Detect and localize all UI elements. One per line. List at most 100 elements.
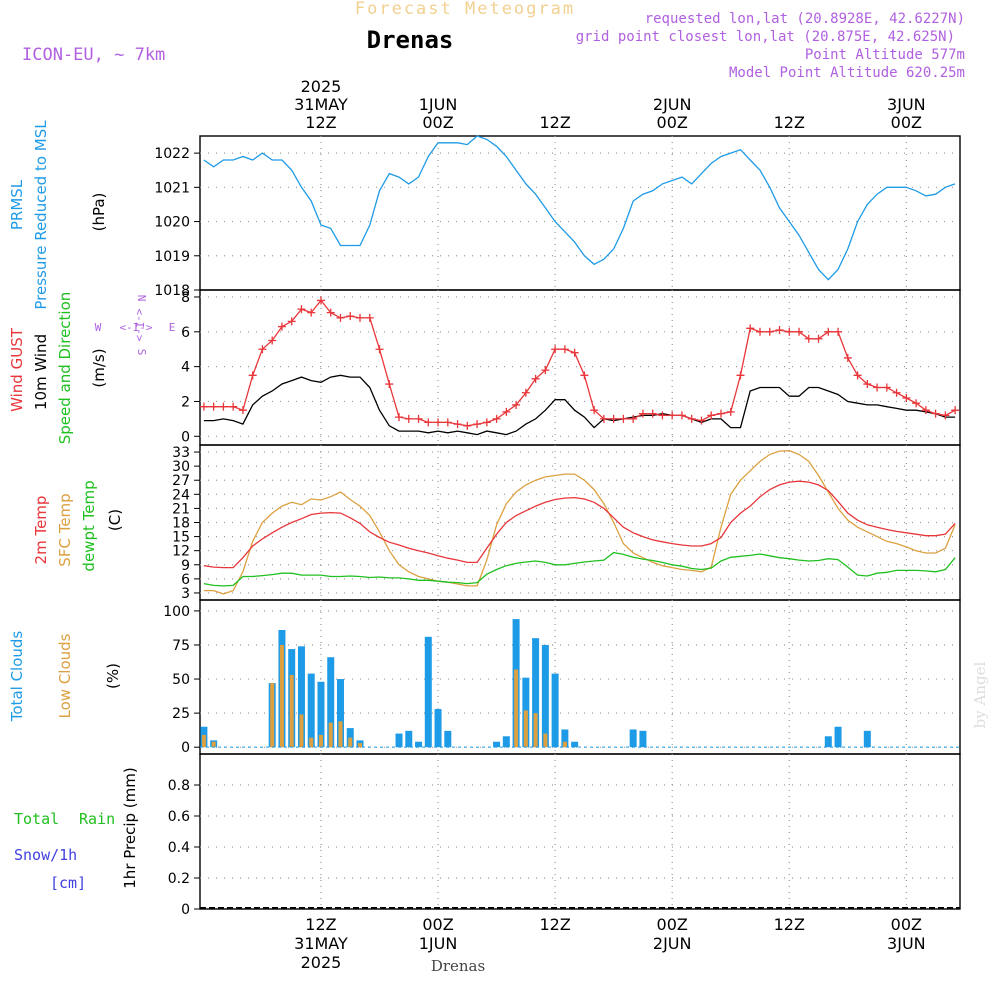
total-clouds-bar <box>863 730 871 748</box>
top-time-label: 3JUN <box>887 95 926 114</box>
gust-marker <box>297 305 306 314</box>
precip-panel: 0 0.2 0.4 0.6 0.8 <box>168 753 961 918</box>
snow-unit-label: [cm] <box>50 874 86 892</box>
snow-label: Snow/1h <box>14 846 77 864</box>
dewpt-line <box>203 551 956 587</box>
point-altitude: Point Altitude 577m <box>805 47 965 63</box>
total-clouds-bar <box>493 741 501 748</box>
pressure-unit-label: (hPa) <box>90 193 108 232</box>
gust-marker <box>541 366 550 375</box>
gust-marker <box>521 388 530 397</box>
gust-marker <box>716 409 725 418</box>
total-clouds-bar <box>434 709 442 748</box>
y-tick-label: 9 <box>181 558 190 574</box>
gust-marker <box>590 406 599 415</box>
y-tick-label: 1022 <box>154 146 190 162</box>
bottom-time-label: 31MAY <box>294 934 348 953</box>
sfc-temp-line <box>203 449 956 595</box>
compass-arrow-h: <-I-> <box>119 321 152 334</box>
low-clouds-bar <box>348 737 353 748</box>
y-tick-label: 24 <box>172 487 190 503</box>
bottom-time-label: 12Z <box>774 915 805 934</box>
panel-frame <box>199 444 961 601</box>
gust-marker <box>551 345 560 354</box>
gust-marker <box>804 334 813 343</box>
low-clouds-label: Low Clouds <box>56 633 74 718</box>
gust-label: Wind GUST <box>8 327 26 412</box>
gust-marker <box>395 413 404 422</box>
low-clouds-bar <box>318 734 323 748</box>
gust-marker <box>951 406 960 415</box>
gust-marker <box>834 327 843 336</box>
low-clouds-bar <box>523 710 528 748</box>
low-clouds-bar <box>279 644 284 748</box>
gust-marker <box>775 326 784 335</box>
y-tick-label: 50 <box>172 672 190 688</box>
gust-marker <box>941 411 950 420</box>
low-clouds-bar <box>514 669 519 748</box>
low-clouds-bar <box>338 721 343 748</box>
y-tick-label: 4 <box>181 360 190 376</box>
gust-marker <box>365 313 374 322</box>
gust-marker <box>599 414 608 423</box>
gridpoint-coords: grid point closest lon,lat (20.875E, 42.… <box>576 29 955 45</box>
low-clouds-bar <box>543 733 548 748</box>
bottom-time-label: 2025 <box>301 953 342 972</box>
gust-marker <box>668 411 677 420</box>
gust-marker <box>921 406 930 415</box>
total-clouds-bar <box>561 729 569 748</box>
total-clouds-bar <box>297 646 305 748</box>
compass-e: E <box>169 321 176 334</box>
top-time-label: 2025 <box>301 77 342 96</box>
low-clouds-bar <box>289 674 294 748</box>
bottom-time-label: 00Z <box>657 915 688 934</box>
y-tick-label: 30 <box>172 459 190 475</box>
compass-w: W <box>95 321 102 334</box>
top-time-label: 31MAY <box>294 95 348 114</box>
top-time-label: 12Z <box>539 113 570 132</box>
model-altitude: Model Point Altitude 620.25m <box>729 65 965 81</box>
gust-marker <box>746 324 755 333</box>
gust-marker <box>824 327 833 336</box>
gust-line <box>203 299 956 427</box>
top-time-label: 12Z <box>774 113 805 132</box>
low-clouds-bar <box>328 722 333 748</box>
gust-marker <box>707 411 716 420</box>
panel-frame <box>199 753 961 910</box>
gust-marker <box>785 327 794 336</box>
gust-marker <box>873 383 882 392</box>
gust-marker <box>687 414 696 423</box>
y-tick-label: 18 <box>172 516 190 532</box>
y-tick-label: 1020 <box>154 215 190 231</box>
total-clouds-bar <box>532 638 540 748</box>
gust-marker <box>277 322 286 331</box>
gust-marker <box>229 402 238 411</box>
y-tick-label: 1021 <box>154 180 190 196</box>
gust-marker <box>853 371 862 380</box>
total-clouds-bar <box>424 636 432 748</box>
precip-unit-label: 1hr Precip (mm) <box>121 767 139 888</box>
low-clouds-bar <box>533 713 538 748</box>
low-clouds-bar <box>562 741 567 748</box>
total-clouds-bar <box>395 733 403 748</box>
pressure-line <box>203 135 956 281</box>
gust-marker <box>492 414 501 423</box>
y-tick-label: 100 <box>163 604 190 620</box>
rain-label: Rain <box>79 810 115 828</box>
gust-marker <box>346 312 355 321</box>
y-tick-label: 3 <box>181 586 190 602</box>
gust-marker <box>375 345 384 354</box>
pressure-desc-label: Pressure Reduced to MSL <box>32 120 50 310</box>
gust-marker <box>443 418 452 427</box>
y-tick-label: 1018 <box>154 283 190 299</box>
gust-marker <box>677 411 686 420</box>
bottom-time-label: 12Z <box>539 915 570 934</box>
top-time-label: 00Z <box>891 113 922 132</box>
gust-marker <box>765 327 774 336</box>
y-tick-label: 6 <box>181 325 190 341</box>
gust-marker <box>863 380 872 389</box>
gust-marker <box>258 345 267 354</box>
y-tick-label: 6 <box>181 572 190 588</box>
compass-legend: N <-I-> S W <-I-> E <box>95 295 176 356</box>
y-tick-label: 27 <box>172 473 190 489</box>
